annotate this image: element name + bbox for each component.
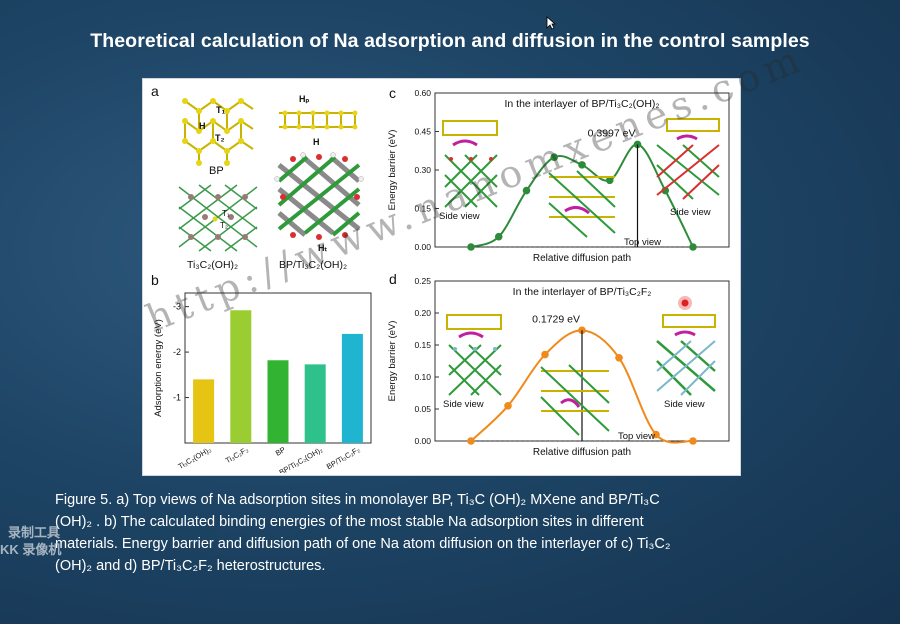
side-view-right-d: Side view: [664, 399, 705, 410]
heterostructure-label: BP/Ti₃C₂(OH)₂: [279, 259, 348, 271]
data-point: [550, 153, 559, 161]
ti-site-t2: T₂: [220, 221, 228, 230]
data-point: [652, 430, 660, 439]
site-label-hp: Hₚ: [299, 94, 310, 104]
data-point: [494, 232, 503, 241]
site-label-t1: T₁: [216, 105, 226, 115]
chart-title: In the interlayer of BP/Ti₃C₂F₂: [513, 286, 652, 298]
structure-inset-d-top: [540, 364, 610, 436]
mouse-cursor-icon: [546, 16, 556, 30]
data-point: [467, 243, 475, 251]
y-tick-label: 0.20: [414, 308, 431, 318]
y-tick-label: -3: [173, 302, 181, 312]
y-tick-label: 0.00: [414, 436, 431, 446]
data-point: [615, 354, 623, 362]
heterostructure-side-view: [279, 110, 358, 130]
barrier-annotation: 0.1729 eV: [532, 313, 580, 325]
x-tick-label: BP/Ti₃C₂F₂: [325, 445, 362, 471]
y-tick-label: 0.30: [414, 165, 431, 175]
caption-line-3: materials. Energy barrier and diffusion …: [55, 536, 671, 552]
structure-inset-d-right: [656, 314, 716, 396]
data-point: [522, 186, 531, 195]
bp-ti3c2oh2-top-view: [274, 152, 364, 240]
caption-line-1: Figure 5. a) Top views of Na adsorption …: [55, 492, 660, 508]
bp-top-view: [182, 98, 254, 166]
structure-inset-c-top: [548, 170, 616, 238]
panel-c-letter: c: [389, 85, 396, 101]
diffusion-barrier-chart-d: 0.00 0.05 0.10 0.15 0.20 0.25 0.1729 eV In the …: [387, 276, 730, 458]
slide-title: Theoretical calculation of Na adsorption…: [90, 30, 810, 52]
structure-inset-d-left: [446, 314, 502, 396]
y-axis-label: Adsorption energy (eV): [153, 319, 164, 417]
y-tick-label: 0.00: [414, 242, 431, 252]
data-point: [467, 437, 475, 445]
data-point: [689, 243, 697, 251]
bp-label: BP: [209, 165, 224, 177]
y-tick-label: 0.15: [414, 340, 431, 350]
side-view-left-d: Side view: [443, 399, 484, 410]
side-view-right-c: Side view: [670, 207, 711, 218]
bar: [193, 379, 215, 443]
side-view-left-c: Side view: [439, 211, 480, 222]
mxene-top-view: [178, 184, 258, 252]
y-axis-label: Energy barrier (eV): [387, 130, 398, 211]
x-axis-label: Relative diffusion path: [533, 253, 631, 264]
panel-d-letter: d: [389, 271, 397, 287]
record-indicator-icon: [678, 296, 692, 310]
data-point: [541, 350, 549, 359]
y-axis-label: Energy barrier (eV): [387, 321, 398, 402]
data-point: [504, 402, 512, 410]
panel-a-letter: a: [151, 83, 159, 99]
site-label-t2: T₂: [215, 133, 225, 143]
caption-line-2: (OH)₂ . b) The calculated binding energi…: [55, 514, 644, 530]
recorder-watermark: 录制工具 KK 录像机: [0, 524, 61, 558]
y-tick-label: -1: [173, 393, 181, 403]
x-tick-label: Ti₃C₂(OH)₂: [176, 445, 212, 471]
barrier-annotation: 0.3997 eV: [588, 127, 636, 139]
data-point: [689, 437, 697, 445]
data-point: [578, 161, 586, 169]
top-view-c: Top view: [624, 237, 661, 248]
y-tick-label: 0.10: [414, 372, 431, 382]
panel-b-letter: b: [151, 272, 159, 288]
recorder-line-1: 录制工具: [8, 525, 61, 540]
ti3c2oh2-label: Ti₃C₂(OH)₂: [187, 259, 239, 271]
figure-caption: Figure 5. a) Top views of Na adsorption …: [55, 489, 875, 577]
bar: [267, 360, 289, 443]
structure-inset-c-right: [656, 118, 720, 200]
diffusion-barrier-chart-c: 0.00 0.15 0.30 0.45 0.60 0.3997 eV In the inte…: [387, 88, 730, 264]
bar: [341, 333, 363, 443]
site-label-h: H: [199, 121, 206, 131]
recorder-line-2: KK 录像机: [0, 542, 62, 557]
bar: [230, 310, 252, 443]
y-tick-label: 0.60: [414, 88, 431, 98]
site-label-h-right: H: [313, 137, 320, 147]
x-tick-label: BP: [274, 445, 287, 458]
bar: [304, 364, 326, 443]
figure-5: a T₁ H T₂ BP T₁ T₂ Ti₃C₂(OH)₂: [142, 78, 741, 476]
chart-title: In the interlayer of BP/Ti₃C₂(OH)₂: [505, 98, 660, 110]
ti-site-t1: T₁: [222, 209, 230, 218]
x-axis-label: Relative diffusion path: [533, 447, 631, 458]
y-tick-label: 0.15: [414, 204, 431, 214]
data-point: [578, 326, 586, 335]
y-tick-label: 0.45: [414, 127, 431, 137]
caption-line-4: (OH)₂ and d) BP/Ti₃C₂F₂ heterostructures…: [55, 558, 326, 574]
adsorption-energy-chart: -3 -2 -1 Adsorption energy (eV) Ti₃C₂(OH)₂ Ti…: [153, 292, 372, 473]
y-tick-label: 0.05: [414, 404, 431, 414]
y-tick-label: 0.25: [414, 276, 431, 286]
x-tick-label: Ti₃C₂F₂: [224, 445, 250, 465]
y-tick-label: -2: [173, 347, 181, 357]
site-label-ht: Hₜ: [318, 243, 328, 253]
data-point: [605, 176, 614, 185]
structure-inset-c-left: [442, 120, 498, 208]
top-view-d: Top view: [618, 431, 655, 442]
